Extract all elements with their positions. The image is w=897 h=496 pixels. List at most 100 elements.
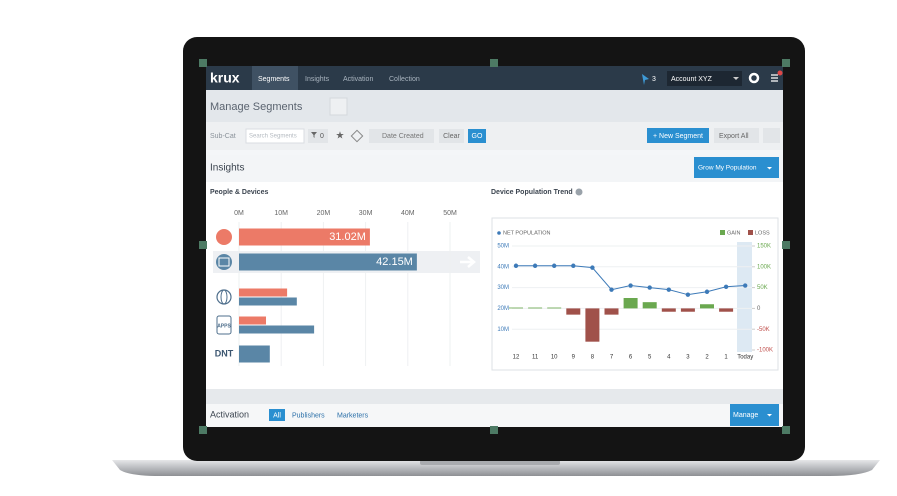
laptop-notch (420, 460, 560, 465)
export-button[interactable] (714, 128, 759, 143)
nav-tab[interactable]: Collection (389, 76, 420, 83)
legend-swatch (497, 231, 501, 235)
value-label: 31.02M (329, 231, 366, 243)
value-label: 42.15M (376, 256, 413, 268)
star-icon[interactable]: ★ (336, 131, 345, 142)
filter-all[interactable] (269, 409, 285, 421)
bar (239, 345, 270, 363)
x-tick-label: 12 (513, 355, 520, 361)
x-tick-label: 11 (532, 355, 539, 361)
x-tick-label: 2 (705, 355, 709, 361)
point (513, 263, 519, 268)
grow-label: Grow My Population (698, 165, 757, 172)
settings-icon[interactable] (748, 72, 760, 84)
search-box[interactable] (245, 128, 305, 144)
activation-title: Activation (210, 409, 249, 419)
title-bar (206, 90, 783, 122)
x-tick-label: 10M (274, 210, 288, 217)
trend-card (491, 217, 779, 371)
options-button[interactable] (763, 128, 780, 143)
title-dropdown[interactable] (329, 97, 348, 116)
badge (777, 70, 783, 76)
x-tick-label: 30M (359, 210, 373, 217)
bar (239, 325, 315, 334)
legend-swatch (720, 230, 725, 235)
go-button[interactable] (468, 129, 486, 143)
bar (509, 307, 523, 309)
insights-title: Insights (210, 163, 244, 174)
nav-tab[interactable]: Activation (343, 76, 373, 83)
x-tick-label: 4 (667, 355, 671, 361)
web-icon-meridian (220, 289, 228, 305)
bar (719, 308, 734, 312)
point (609, 287, 614, 292)
bar (528, 307, 543, 309)
bar (661, 308, 676, 312)
account-name: Account XYZ (671, 76, 713, 83)
x-tick-label: 6 (629, 355, 633, 361)
bar (585, 308, 600, 342)
device-glyph (218, 257, 230, 267)
legend-swatch (748, 230, 753, 235)
point (628, 283, 633, 288)
filter-label[interactable]: Publishers (292, 412, 325, 419)
category-label: APPS (217, 323, 231, 329)
y-tick-label: 50M (497, 244, 509, 250)
y2-tick-label: -50K (757, 327, 770, 333)
subcat-filter[interactable]: Sub-Cat (210, 133, 236, 140)
bar (239, 316, 267, 325)
caret (767, 167, 772, 170)
point (666, 287, 671, 292)
y2-tick-label: 50K (757, 285, 768, 291)
menu-icon[interactable] (771, 74, 778, 82)
info-icon[interactable] (575, 188, 583, 196)
nav-tab[interactable]: Segments (258, 76, 290, 83)
filter-icon (311, 132, 317, 138)
notification-count: 3 (652, 76, 656, 83)
bar (623, 298, 638, 309)
caret (733, 77, 739, 80)
manage-button[interactable] (730, 404, 779, 426)
insights-header (206, 155, 783, 182)
clear-label: Clear (443, 133, 460, 140)
grow-button[interactable] (694, 157, 779, 178)
point (571, 263, 576, 268)
new-segment-button[interactable] (647, 128, 709, 143)
sort-select[interactable] (369, 129, 434, 143)
x-tick-label: 0M (234, 210, 244, 217)
logo[interactable]: krux (210, 70, 240, 86)
bar (239, 297, 297, 306)
category-label: DNT (215, 348, 234, 358)
arrow (460, 256, 476, 268)
filter-count: 0 (320, 133, 324, 140)
x-tick-label: 50M (443, 210, 457, 217)
tag-icon[interactable] (350, 129, 364, 143)
caret (767, 414, 772, 417)
bar (239, 228, 370, 246)
today-band (737, 242, 752, 352)
bar (604, 308, 619, 315)
y2-tick-label: -100K (757, 348, 773, 354)
nav-tab[interactable]: Insights (305, 76, 330, 83)
x-tick-label: 20M (317, 210, 331, 217)
point (532, 263, 538, 268)
pin-icon[interactable] (642, 74, 649, 85)
point (685, 292, 691, 297)
legend-label: NET POPULATION (503, 230, 551, 236)
bar (239, 288, 288, 297)
x-tick-label: Today (737, 355, 753, 361)
apps-icon (216, 315, 232, 335)
account-select[interactable] (667, 71, 742, 86)
filter-button[interactable] (308, 129, 328, 143)
clear-button[interactable] (439, 129, 464, 143)
sort-label: Date Created (382, 133, 424, 140)
point (743, 283, 748, 288)
x-tick-label: 40M (401, 210, 415, 217)
search-placeholder: Search Segments (249, 134, 297, 140)
x-tick-label: 9 (572, 355, 576, 361)
export-label: Export All (719, 133, 749, 140)
bar (680, 308, 695, 312)
y-tick-label: 20M (497, 306, 509, 312)
filter-label[interactable]: Marketers (337, 412, 369, 419)
